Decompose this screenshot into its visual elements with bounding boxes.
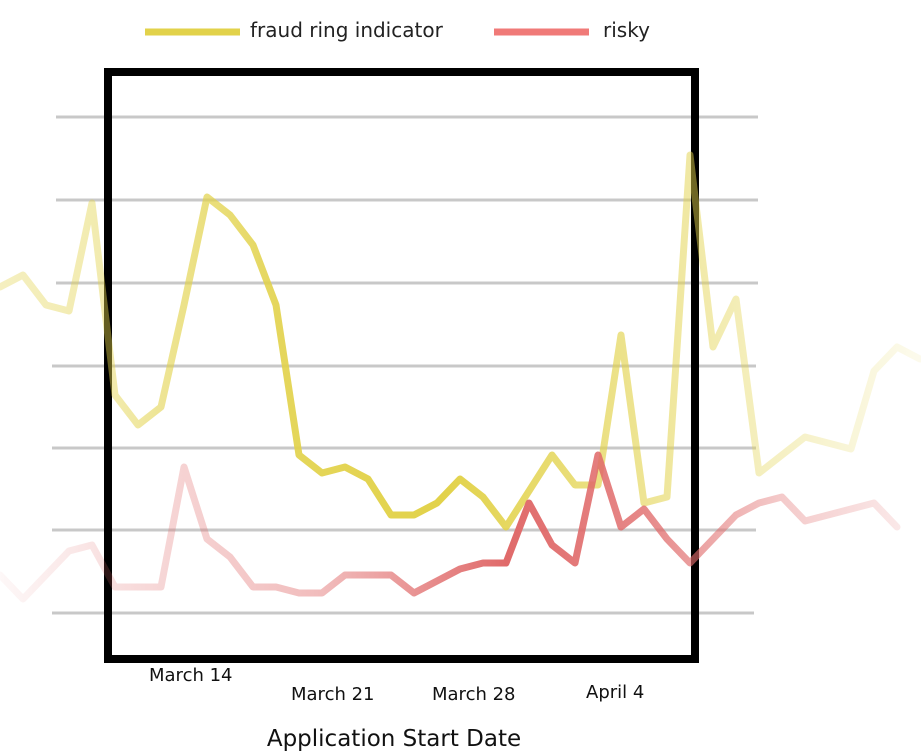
x-tick-march-21: March 21 xyxy=(291,684,375,705)
gridlines xyxy=(52,115,758,615)
legend-label-risky: risky xyxy=(603,18,650,42)
series-line-fraud-ring-indicator xyxy=(0,151,921,531)
legend: fraud ring indicator risky xyxy=(145,18,650,42)
legend-label-fraud-ring: fraud ring indicator xyxy=(250,18,444,42)
x-tick-march-14: March 14 xyxy=(149,665,233,686)
x-tick-march-28: March 28 xyxy=(432,684,516,705)
x-tick-april-4: April 4 xyxy=(586,682,644,703)
series-layer xyxy=(0,151,921,603)
series-line-risky xyxy=(0,451,901,603)
x-tick-labels: March 14 March 21 March 28 April 4 xyxy=(149,665,644,705)
x-axis-title: Application Start Date xyxy=(267,726,521,752)
